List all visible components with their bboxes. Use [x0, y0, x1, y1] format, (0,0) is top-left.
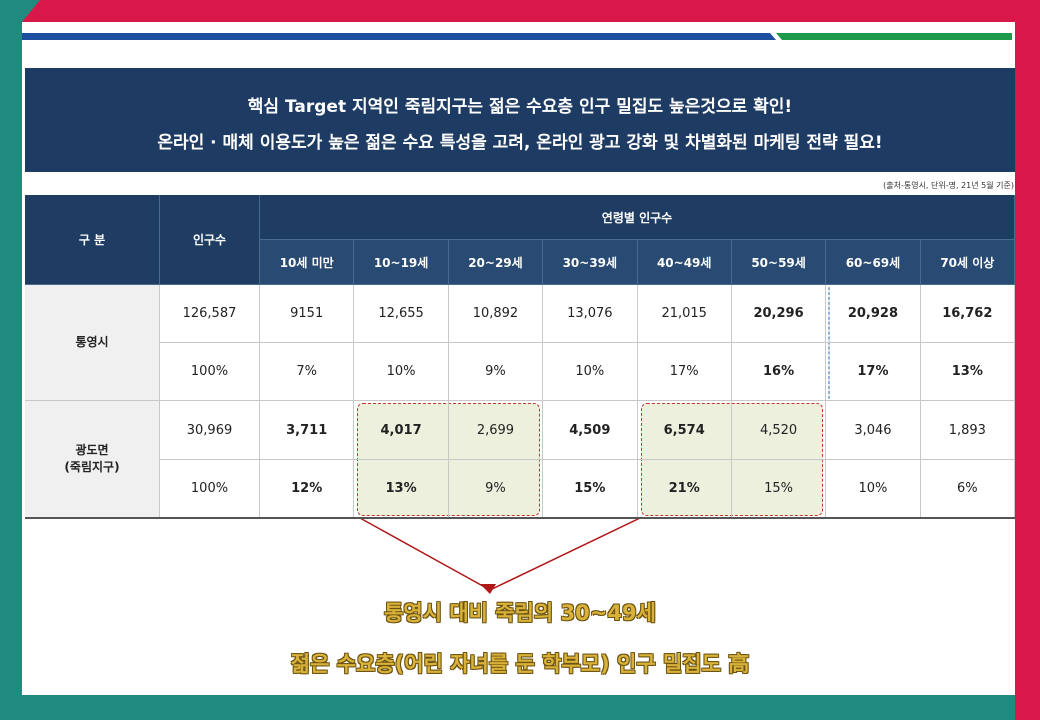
region-label: 광도면 [75, 443, 109, 457]
header-cell: 구 분 [25, 195, 160, 285]
data-cell: 21% [637, 460, 732, 518]
data-cell: 3,711 [260, 401, 355, 460]
banner-bg [25, 68, 1015, 172]
callout-text: 젊은 수요층(어린 자녀를 둔 학부모) 인구 밀집도 高 [290, 652, 750, 676]
header-cell: 30~39세 [543, 240, 638, 285]
highlight-box [828, 287, 831, 399]
data-cell: 100% [160, 343, 260, 401]
data-cell: 13% [354, 460, 449, 518]
region-label: 통영시 [75, 335, 109, 349]
data-cell: 15% [731, 460, 827, 518]
data-cell: 17% [826, 343, 921, 401]
data-cell: 1,893 [920, 401, 1015, 460]
header-line-green [776, 33, 1012, 40]
data-cell: 16,762 [920, 285, 1015, 343]
table-bottom-rule [25, 517, 1015, 519]
data-cell: 9% [448, 460, 544, 518]
data-cell: 13,076 [543, 285, 638, 343]
arrow-line [359, 517, 491, 591]
data-cell: 9% [448, 343, 544, 401]
header-cell: 10세 미만 [260, 240, 355, 285]
data-cell: 17% [637, 343, 732, 401]
header-cell: 연령별 인구수 [260, 195, 1015, 240]
data-cell: 2,699 [448, 401, 544, 460]
data-cell: 15% [543, 460, 638, 518]
frame-teal [0, 0, 40, 720]
data-cell: 7% [260, 343, 355, 401]
banner-text: 온라인 · 매체 이용도가 높은 젊은 수요 특성을 고려, 온라인 광고 강화… [157, 133, 883, 153]
header-cell: 인구수 [160, 195, 260, 285]
data-cell: 4,017 [354, 401, 449, 460]
data-cell: 6,574 [637, 401, 732, 460]
data-cell: 12% [260, 460, 355, 518]
callout-text: 통영시 대비 죽림의 30~49세 [384, 601, 656, 625]
source-note: (출처-통영시, 단위-명, 21년 5월 기준) [883, 181, 1014, 190]
data-cell: 4,520 [731, 401, 827, 460]
data-cell: 10% [354, 343, 449, 401]
data-cell: 100% [160, 460, 260, 518]
header-cell: 50~59세 [731, 240, 827, 285]
data-cell: 12,655 [354, 285, 449, 343]
data-cell: 13% [920, 343, 1015, 401]
arrow-line [489, 517, 641, 591]
header-line-blue [22, 33, 776, 40]
data-cell: 126,587 [160, 285, 260, 343]
data-cell: 20,296 [731, 285, 827, 343]
header-cell: 70세 이상 [920, 240, 1015, 285]
data-cell: 10% [543, 343, 638, 401]
data-cell: 4,509 [543, 401, 638, 460]
header-cell: 10~19세 [354, 240, 449, 285]
data-cell: 6% [920, 460, 1015, 518]
data-cell: 20,928 [826, 285, 921, 343]
region-cell: 통영시 [25, 285, 160, 401]
header-cell: 20~29세 [448, 240, 544, 285]
data-cell: 10% [826, 460, 921, 518]
region-cell: 광도면 (죽림지구) [25, 401, 160, 518]
data-cell: 30,969 [160, 401, 260, 460]
data-cell: 21,015 [637, 285, 732, 343]
region-label: (죽림지구) [64, 460, 120, 474]
data-cell: 3,046 [826, 401, 921, 460]
arrow-head [480, 584, 496, 594]
data-cell: 10,892 [448, 285, 544, 343]
data-cell: 9151 [260, 285, 355, 343]
header-cell: 60~69세 [826, 240, 921, 285]
header-cell: 40~49세 [637, 240, 732, 285]
banner-text: 핵심 Target 지역인 죽림지구는 젊은 수요층 인구 밀집도 높은것으로 … [247, 97, 793, 117]
data-cell: 16% [731, 343, 827, 401]
